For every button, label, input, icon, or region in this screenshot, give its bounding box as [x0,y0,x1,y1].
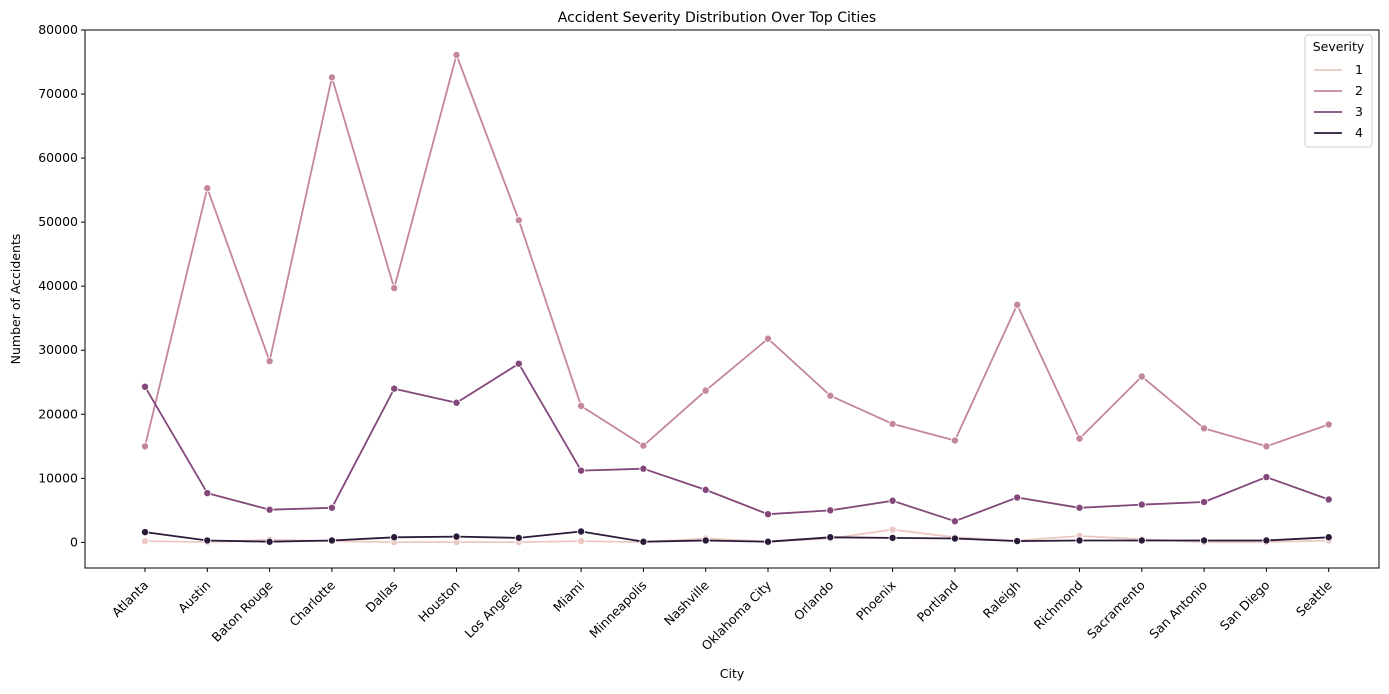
data-point-severity-4 [390,533,399,542]
series-line-severity-2 [144,54,1329,448]
data-point-severity-2 [265,357,274,366]
y-tick-label: 30000 [38,342,78,357]
y-axis-label: Number of Accidents [8,234,23,365]
data-point-severity-3 [639,464,648,473]
data-point-severity-2 [1200,424,1209,433]
data-point-severity-2 [888,419,897,428]
data-point-severity-4 [639,537,648,546]
data-point-severity-4 [1200,536,1209,545]
data-point-severity-4 [1013,537,1022,546]
data-point-severity-4 [452,532,461,541]
data-point-severity-2 [203,184,212,193]
data-point-severity-3 [452,398,461,407]
data-point-severity-3 [265,505,274,514]
data-point-severity-3 [1324,495,1333,504]
y-tick-label: 40000 [38,278,78,293]
data-point-severity-3 [888,496,897,505]
y-tick-label: 10000 [38,470,78,485]
data-point-severity-2 [327,73,336,82]
x-axis-label: City [720,666,745,681]
data-point-severity-4 [1075,536,1084,545]
data-point-severity-3 [1013,493,1022,502]
y-tick-label: 80000 [38,22,78,37]
data-point-severity-1 [577,537,586,546]
series-line-severity-1 [144,528,1329,543]
data-point-severity-2 [452,50,461,59]
data-point-severity-4 [327,536,336,545]
y-tick-label: 50000 [38,214,78,229]
data-point-severity-4 [1262,536,1271,545]
data-point-severity-3 [701,485,710,494]
data-point-severity-2 [1013,300,1022,309]
data-point-severity-2 [826,391,835,400]
data-point-severity-3 [950,517,959,526]
legend-title: Severity [1313,39,1365,54]
y-tick-label: 0 [70,534,78,549]
data-point-severity-4 [950,534,959,543]
legend-label-severity-4: 4 [1355,125,1363,140]
data-point-severity-4 [826,533,835,542]
data-point-severity-3 [203,489,212,498]
series-line-severity-4 [144,530,1329,543]
data-point-severity-4 [888,533,897,542]
data-point-severity-2 [514,216,523,225]
data-point-severity-4 [265,537,274,546]
y-tick-label: 70000 [38,86,78,101]
data-point-severity-3 [1262,473,1271,482]
data-point-severity-2 [950,436,959,445]
data-point-severity-3 [1137,500,1146,509]
data-point-severity-2 [701,386,710,395]
data-point-severity-2 [577,401,586,410]
data-point-severity-4 [514,533,523,542]
data-point-severity-4 [764,537,773,546]
data-point-severity-3 [1075,503,1084,512]
data-point-severity-3 [577,466,586,475]
y-tick-label: 60000 [38,150,78,165]
data-point-severity-2 [390,284,399,293]
data-point-severity-2 [639,441,648,450]
data-point-severity-3 [390,384,399,393]
data-point-severity-4 [701,536,710,545]
y-tick-label: 20000 [38,406,78,421]
data-point-severity-4 [1324,533,1333,542]
data-point-severity-3 [140,382,149,391]
data-point-severity-2 [1137,372,1146,381]
legend: Severity 1 2 3 4 [1304,34,1373,148]
data-point-severity-4 [203,536,212,545]
data-point-severity-3 [764,510,773,519]
data-point-severity-3 [826,506,835,515]
data-point-severity-2 [764,334,773,343]
data-point-severity-3 [514,359,523,368]
chart-title: Accident Severity Distribution Over Top … [558,10,876,26]
data-point-severity-3 [327,503,336,512]
legend-label-severity-1: 1 [1355,62,1363,77]
data-point-severity-1 [888,525,897,534]
data-point-severity-1 [140,537,149,546]
data-point-severity-2 [1262,442,1271,451]
data-point-severity-4 [577,527,586,536]
data-point-severity-2 [1075,434,1084,443]
data-point-severity-2 [140,442,149,451]
axes-frame [84,29,1380,569]
legend-label-severity-2: 2 [1355,83,1363,98]
data-point-severity-2 [1324,420,1333,429]
data-point-severity-4 [1137,536,1146,545]
legend-label-severity-3: 3 [1355,104,1363,119]
data-point-severity-3 [1200,498,1209,507]
data-point-severity-4 [140,528,149,537]
series-line-severity-3 [144,362,1330,523]
